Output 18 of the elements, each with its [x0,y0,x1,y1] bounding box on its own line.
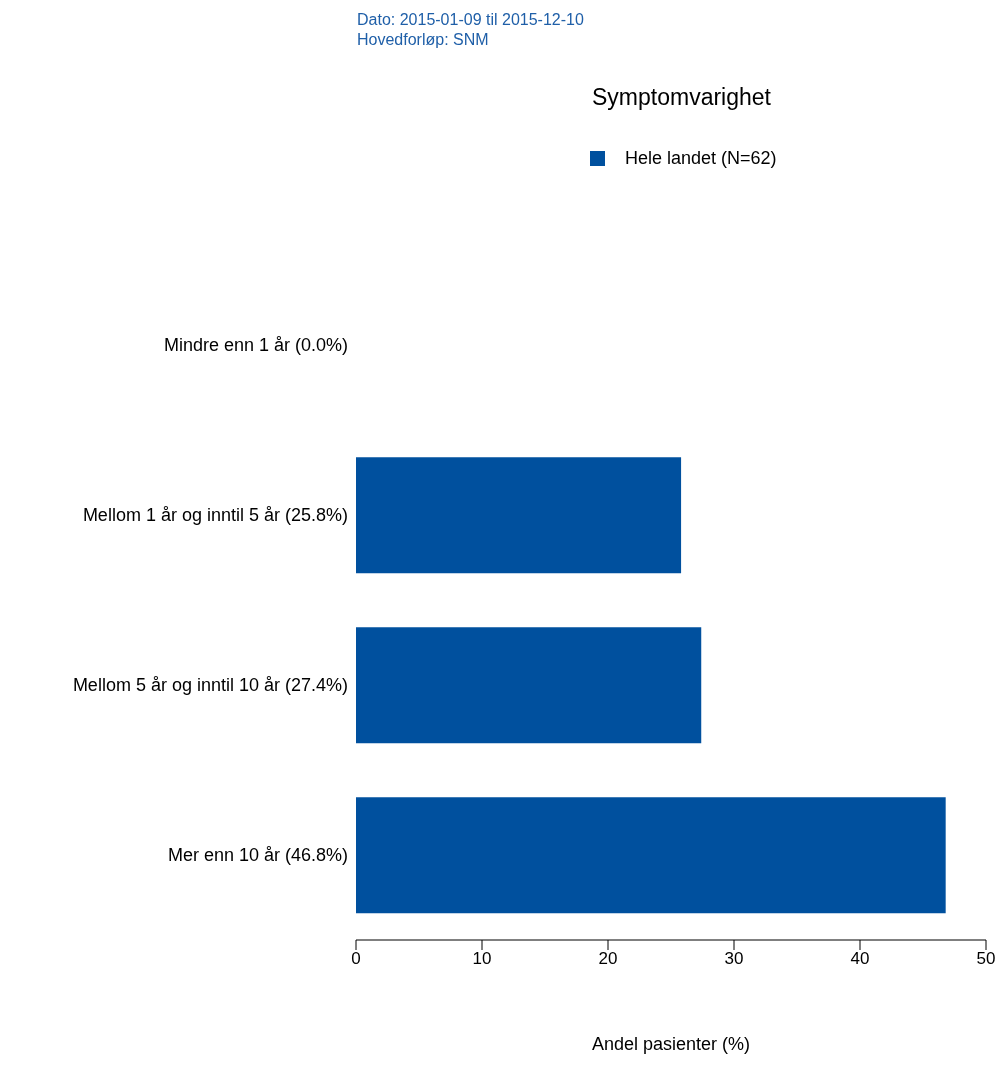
x-tick-label: 40 [850,949,870,969]
bar [356,627,702,744]
x-tick-label: 10 [472,949,492,969]
x-tick-label: 30 [724,949,744,969]
y-tick-label: Mindre enn 1 år (0.0%) [163,335,348,356]
x-axis-title: Andel pasienter (%) [591,1034,751,1054]
text: Hovedforløp: SNM [357,30,490,50]
x-tick-label: 50 [976,949,996,969]
text: Dato: 2015-01-09 til 2015-12-10 [357,10,584,30]
chart-title: Symptomvarighet [592,84,771,111]
x-tick-label: 20 [598,949,618,969]
y-tick-label: Mellom 1 år og inntil 5 år (25.8%) [82,505,348,526]
y-tick-label: Mer enn 10 år (46.8%) [167,845,348,866]
legend-label: Hele landet (N=62) [625,148,777,169]
bar [356,457,682,574]
bar [356,797,946,914]
x-tick-label: 0 [351,949,361,969]
y-tick-label: Mellom 5 år og inntil 10 år (27.4%) [72,675,348,696]
